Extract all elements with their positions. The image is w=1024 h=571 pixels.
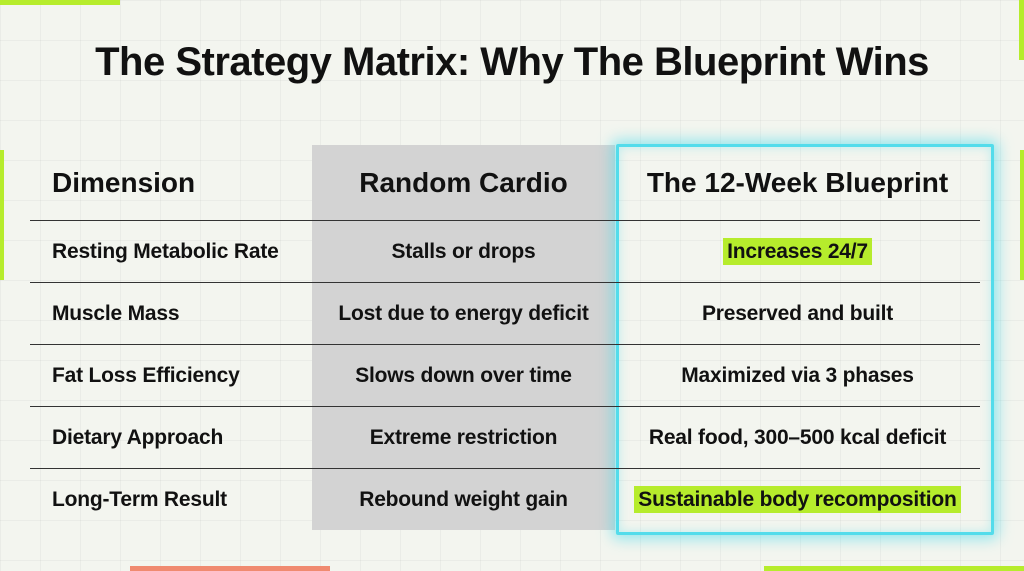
table-cell: Real food, 300–500 kcal deficit <box>648 426 947 449</box>
table-cell: Increases 24/7 <box>615 238 980 265</box>
table-cell: Maximized via 3 phases <box>681 364 914 387</box>
header-row: Dimension Random Cardio The 12-Week Blue… <box>30 145 980 220</box>
table-cell: Slows down over time <box>355 364 572 387</box>
header-cell: Dimension <box>52 166 196 198</box>
accent <box>0 0 120 5</box>
table-cell: Extreme restriction <box>369 426 558 449</box>
table-cell: Rebound weight gain <box>359 488 568 511</box>
header-cell: Random Cardio <box>359 166 568 198</box>
column-frame <box>616 144 994 535</box>
table-rule <box>30 220 980 221</box>
accent <box>1020 150 1024 280</box>
table-cell: Fat Loss Efficiency <box>52 364 240 387</box>
table-cell: Lost due to energy deficit <box>338 302 589 325</box>
table-cell: Dietary Approach <box>52 426 224 449</box>
table-row: Fat Loss Efficiency Slows down over time M… <box>30 344 980 407</box>
title: The Strategy Matrix: Why The Blueprint W… <box>95 40 929 84</box>
accent <box>764 566 1024 571</box>
accent <box>0 150 4 280</box>
highlighted-text: Sustainable body recomposition <box>634 486 961 513</box>
column-highlight <box>312 145 615 530</box>
table-cell: Sustainable body recomposition <box>615 486 980 513</box>
highlighted-text: Increases 24/7 <box>723 238 872 265</box>
accent <box>1019 0 1024 60</box>
accent <box>130 566 330 571</box>
table-row: Muscle Mass Lost due to energy deficit Pre… <box>30 282 980 345</box>
header-cell: The 12-Week Blueprint <box>646 166 949 198</box>
table-row: Long-Term Result Rebound weight gain Susta… <box>30 468 980 531</box>
table-cell: Muscle Mass <box>52 302 180 325</box>
table-row: Resting Metabolic Rate Stalls or drops Inc… <box>30 220 980 283</box>
table-cell: Long-Term Result <box>52 488 227 511</box>
table-cell: Stalls or drops <box>391 240 536 263</box>
table-cell: Resting Metabolic Rate <box>52 240 279 263</box>
table-cell: Preserved and built <box>701 302 894 325</box>
table-row: Dietary Approach Extreme restriction Real … <box>30 406 980 469</box>
